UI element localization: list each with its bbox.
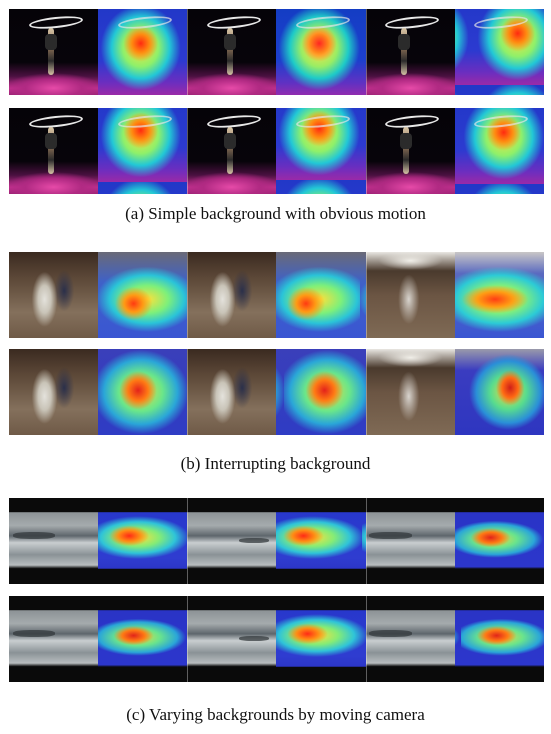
group-a-row-1 (9, 9, 544, 95)
frame-image (187, 498, 277, 584)
caption-c: (c) Varying backgrounds by moving camera (126, 705, 425, 724)
attention-heatmap (454, 349, 544, 435)
frame-image (365, 108, 455, 194)
attention-heatmap (276, 9, 366, 95)
frame-image (9, 108, 99, 194)
frame-image (365, 596, 455, 682)
group-c-row-1 (9, 498, 544, 584)
frame-image (9, 252, 99, 338)
attention-heatmap (98, 596, 188, 682)
attention-heatmap (276, 498, 366, 584)
caption-b: (b) Interrupting background (180, 454, 371, 473)
frame-image (9, 349, 99, 435)
attention-heatmap (98, 498, 188, 584)
frame-image (187, 596, 277, 682)
frame-image (365, 498, 455, 584)
attention-heatmap (98, 252, 188, 338)
frame-image (187, 9, 277, 95)
frame-image (365, 349, 455, 435)
attention-heatmap (276, 349, 366, 435)
attention-heatmap (276, 596, 366, 682)
frame-image (9, 498, 99, 584)
attention-heatmap (454, 9, 544, 95)
frame-image (187, 349, 277, 435)
attention-heatmap (98, 108, 188, 194)
attention-heatmap (98, 349, 188, 435)
caption-a: (a) Simple background with obvious motio… (125, 204, 426, 223)
group-c-row-2 (9, 596, 544, 682)
attention-heatmap (454, 108, 544, 194)
group-b-row-1 (9, 252, 544, 338)
frame-image (187, 252, 277, 338)
attention-heatmap (276, 108, 366, 194)
frame-image (365, 9, 455, 95)
attention-heatmap (454, 498, 544, 584)
frame-image (9, 596, 99, 682)
group-a-row-2 (9, 108, 544, 194)
attention-heatmap (98, 9, 188, 95)
frame-image (9, 9, 99, 95)
frame-image (365, 252, 455, 338)
attention-heatmap (454, 252, 544, 338)
group-b-row-2 (9, 349, 544, 435)
attention-heatmap (454, 596, 544, 682)
attention-heatmap (276, 252, 366, 338)
frame-image (187, 108, 277, 194)
